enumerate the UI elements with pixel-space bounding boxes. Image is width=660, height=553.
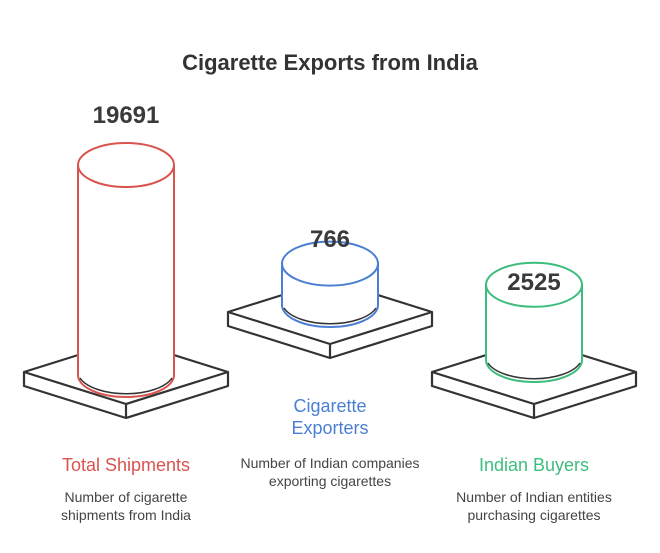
- value-label-1: 766: [309, 226, 351, 253]
- chart-title: Cigarette Exports from India: [182, 50, 478, 75]
- cylinder-top-0: [77, 142, 175, 188]
- category-label-1: Cigarette Exporters: [230, 395, 430, 439]
- plate-2: [430, 338, 638, 420]
- category-label-0: Total Shipments: [61, 455, 191, 475]
- cylinder-shadow-1: [283, 307, 377, 325]
- cylinder-body-0: [77, 165, 175, 398]
- description-1: Number of Indian companies exporting cig…: [240, 455, 420, 489]
- value-label-0: 19691: [92, 102, 160, 129]
- cylinder-shadow-2: [487, 362, 581, 380]
- description-0: Number of cigarette shipments from India: [61, 489, 191, 523]
- cylinder-top-1: [281, 240, 379, 287]
- cylinder-top-2: [485, 261, 583, 308]
- description-2: Number of Indian entities purchasing cig…: [456, 489, 612, 523]
- category-label-2: Indian Buyers: [478, 455, 590, 475]
- value-label-2: 2525: [507, 269, 561, 296]
- cylinder-shadow-0: [79, 377, 173, 395]
- category-label-1-text: Cigarette Exporters: [291, 396, 369, 438]
- cylinder-body-2: [485, 284, 583, 383]
- plate-0: [22, 338, 230, 420]
